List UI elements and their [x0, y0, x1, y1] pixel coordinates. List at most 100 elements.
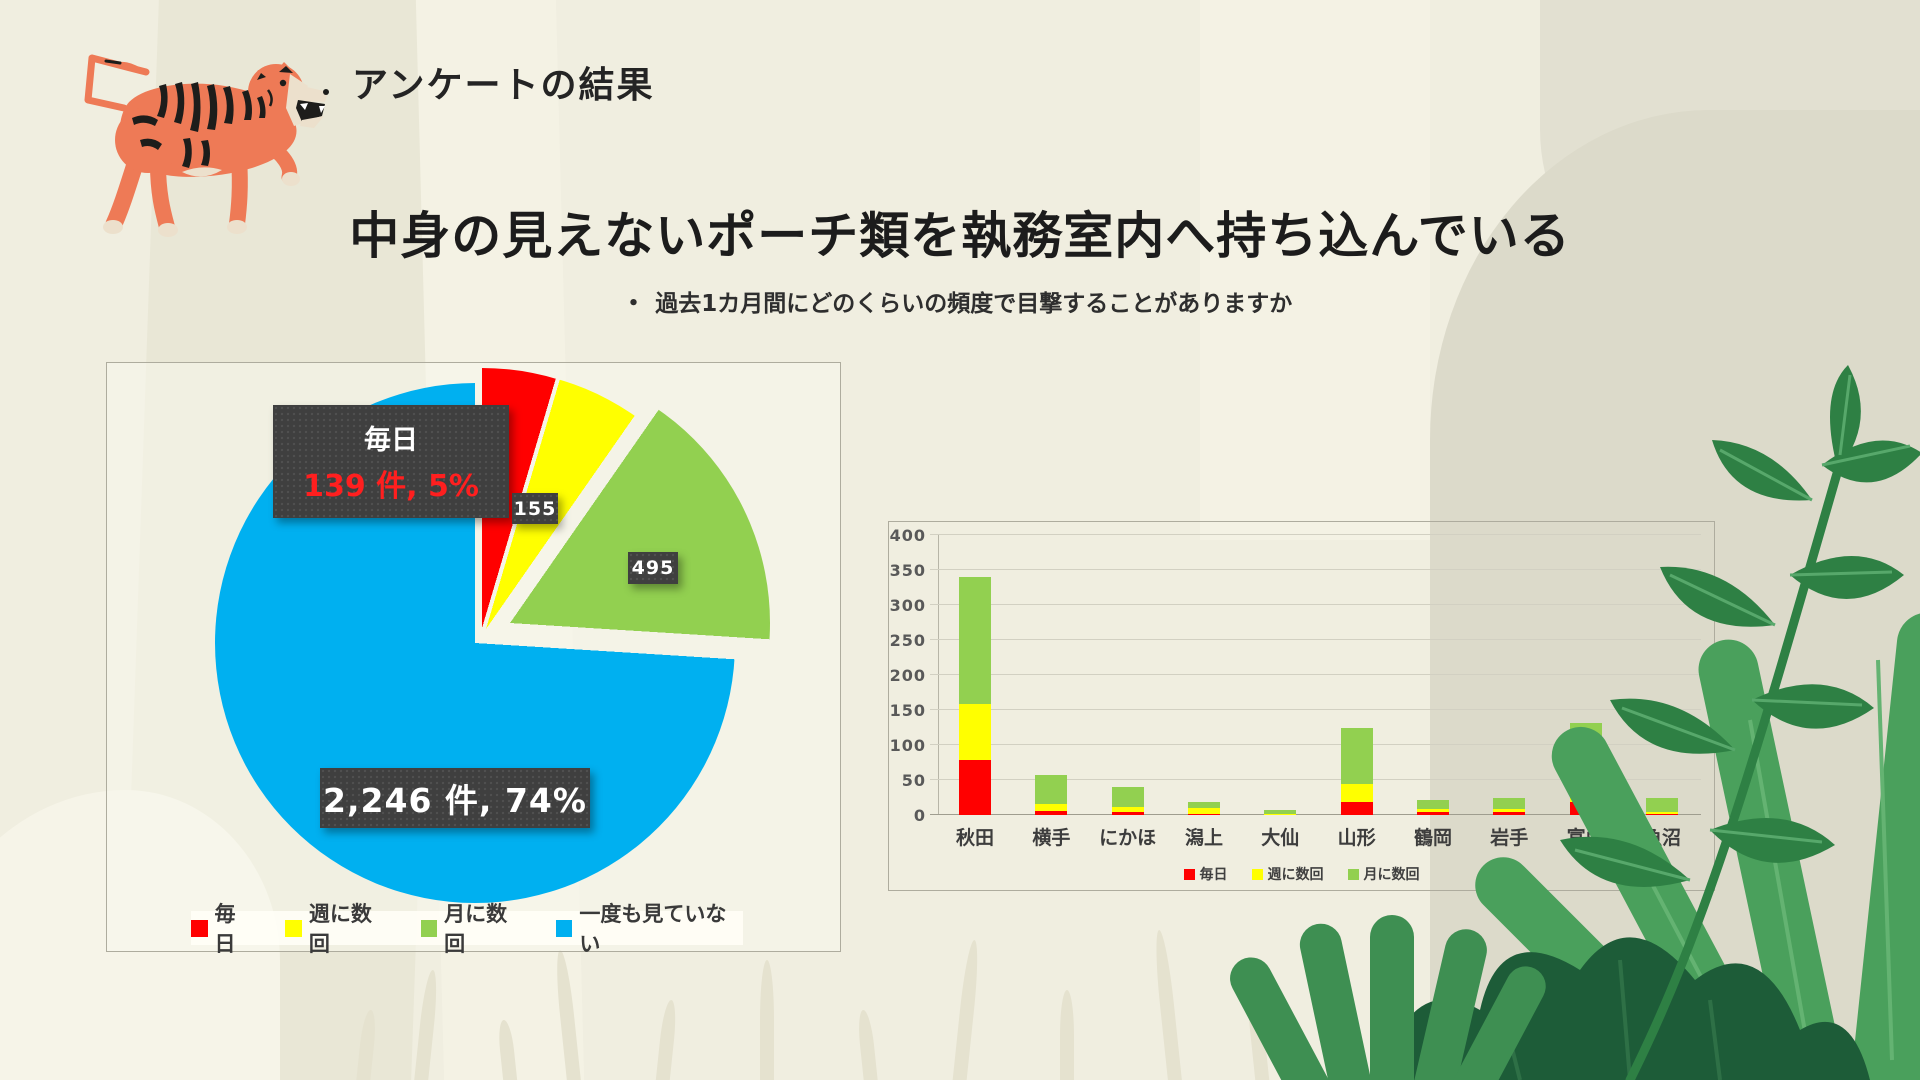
bar-segment-毎日 — [1187, 813, 1220, 815]
gridline — [930, 779, 1701, 780]
bar-segment-月に数回 — [1340, 727, 1373, 784]
legend-swatch — [285, 919, 302, 937]
main-heading: 中身の見えないポーチ類を執務室内へ持ち込んでいる — [349, 207, 1571, 265]
x-tick-label: にかほ — [1099, 827, 1157, 849]
bar-潟上 — [1187, 802, 1220, 815]
grass-blade — [760, 960, 774, 1080]
bar-横手 — [1035, 775, 1068, 815]
x-tick-label: 山形 — [1337, 827, 1376, 849]
bar-山形 — [1340, 727, 1373, 815]
y-tick-label: 200 — [889, 666, 926, 685]
x-tick-label: 鶴岡 — [1413, 827, 1452, 849]
legend-swatch — [1251, 868, 1263, 880]
legend-label: 月に数回 — [1363, 867, 1420, 883]
y-tick-label: 150 — [889, 701, 926, 720]
bar-chart: 0 50 100 150 200 250 300 350 400 秋田 横手 にかほ 潟上 大仙 山形 鶴岡 岩… — [890, 526, 1701, 849]
bar-segment-週に数回 — [1264, 814, 1297, 815]
grass-blade — [414, 970, 440, 1080]
y-tick-label: 300 — [889, 596, 926, 615]
bar-segment-週に数回 — [1416, 809, 1449, 813]
callout-title: 毎日 — [364, 425, 418, 456]
bar-segment-月に数回 — [1111, 787, 1144, 807]
bar-segment-毎日 — [1645, 814, 1678, 815]
legend-label: 一度も見ていない — [579, 902, 727, 956]
x-tick-label: 横手 — [1032, 827, 1071, 849]
bar-segment-毎日 — [1493, 812, 1526, 815]
tiger-illustration — [84, 54, 329, 237]
bar-legend: 毎日 週に数回 月に数回 — [889, 864, 1714, 884]
bar-segment-月に数回 — [959, 577, 991, 705]
gridline — [930, 604, 1701, 605]
x-tick-label: 大仙 — [1261, 827, 1300, 849]
bullet-text: 過去1カ月間にどのくらいの頻度で目撃することがありますか — [655, 291, 1293, 317]
pie-legend-item: 一度も見ていない — [555, 898, 743, 958]
legend-swatch — [191, 919, 208, 937]
bar-岩手 — [1493, 798, 1526, 815]
bar-富山 — [1569, 722, 1602, 815]
bar-segment-週に数回 — [1035, 803, 1068, 811]
bar-legend-item: 週に数回 — [1251, 864, 1324, 884]
bar-segment-月に数回 — [1645, 797, 1678, 812]
bar-にかほ — [1111, 787, 1144, 815]
bar-秋田 — [959, 577, 991, 815]
callout-value: 139 件, 5% — [303, 469, 479, 504]
bar-segment-週に数回 — [1569, 788, 1602, 803]
bar-segment-月に数回 — [1416, 799, 1449, 810]
legend-swatch — [555, 919, 573, 937]
grass-blade — [1244, 980, 1270, 1080]
x-tick-label: 富山 — [1566, 827, 1605, 849]
x-tick-label: 魚沼 — [1642, 827, 1681, 849]
pie-label-weekly: 155 — [512, 493, 558, 524]
bar-segment-週に数回 — [1111, 806, 1144, 813]
grass-blade — [655, 1000, 679, 1080]
y-tick-label: 100 — [889, 736, 926, 755]
legend-label: 月に数回 — [444, 902, 508, 956]
bar-segment-月に数回 — [1569, 722, 1602, 789]
x-tick-label: 秋田 — [955, 827, 994, 849]
bar-legend-item: 毎日 — [1183, 864, 1228, 884]
pie-legend-item: 週に数回 — [285, 898, 390, 958]
gridline — [930, 744, 1701, 745]
grass-blade — [1060, 990, 1074, 1080]
grass-blade — [1152, 930, 1182, 1080]
y-axis-line — [938, 535, 939, 815]
grass-blade — [856, 1010, 878, 1080]
pie-callout-daily: 毎日 139 件, 5% — [273, 405, 509, 518]
bar-segment-月に数回 — [1264, 810, 1297, 815]
legend-swatch — [1347, 868, 1359, 880]
bar-legend-item: 月に数回 — [1347, 864, 1420, 884]
legend-label: 毎日 — [214, 902, 236, 956]
bar-segment-月に数回 — [1035, 775, 1068, 804]
subtitle-bullet: • 過去1カ月間にどのくらいの頻度で目撃することがありますか — [250, 284, 1670, 318]
pie-label-monthly: 495 — [628, 552, 678, 584]
bar-魚沼 — [1645, 797, 1678, 815]
page-title: アンケートの結果 — [352, 65, 655, 106]
bar-segment-週に数回 — [1340, 783, 1373, 802]
gridline — [930, 639, 1701, 640]
bar-segment-毎日 — [1035, 810, 1068, 815]
grass-blade — [952, 940, 982, 1080]
pie-legend-item: 毎日 — [191, 898, 255, 958]
bar-segment-毎日 — [959, 760, 991, 815]
bar-segment-週に数回 — [1187, 808, 1220, 814]
background-band — [1200, 0, 1430, 540]
x-tick-label: 潟上 — [1184, 827, 1223, 849]
gridline — [930, 534, 1701, 535]
pie-legend-item: 月に数回 — [420, 898, 526, 958]
y-tick-label: 400 — [889, 526, 926, 545]
y-tick-label: 0 — [913, 806, 926, 825]
x-tick-label: 岩手 — [1490, 827, 1529, 849]
bar-segment-毎日 — [1569, 802, 1602, 815]
bar-大仙 — [1264, 810, 1297, 815]
bar-segment-月に数回 — [1187, 802, 1220, 809]
bullet-marker: • — [627, 293, 640, 314]
gridline — [930, 709, 1701, 710]
bar-segment-週に数回 — [1493, 809, 1526, 813]
bar-segment-週に数回 — [959, 704, 991, 761]
legend-label: 週に数回 — [308, 902, 372, 956]
pie-label-never: 2,246 件, 74% — [320, 768, 590, 828]
y-tick-label: 250 — [889, 631, 926, 650]
y-tick-label: 350 — [889, 561, 926, 580]
legend-label: 週に数回 — [1267, 867, 1324, 883]
